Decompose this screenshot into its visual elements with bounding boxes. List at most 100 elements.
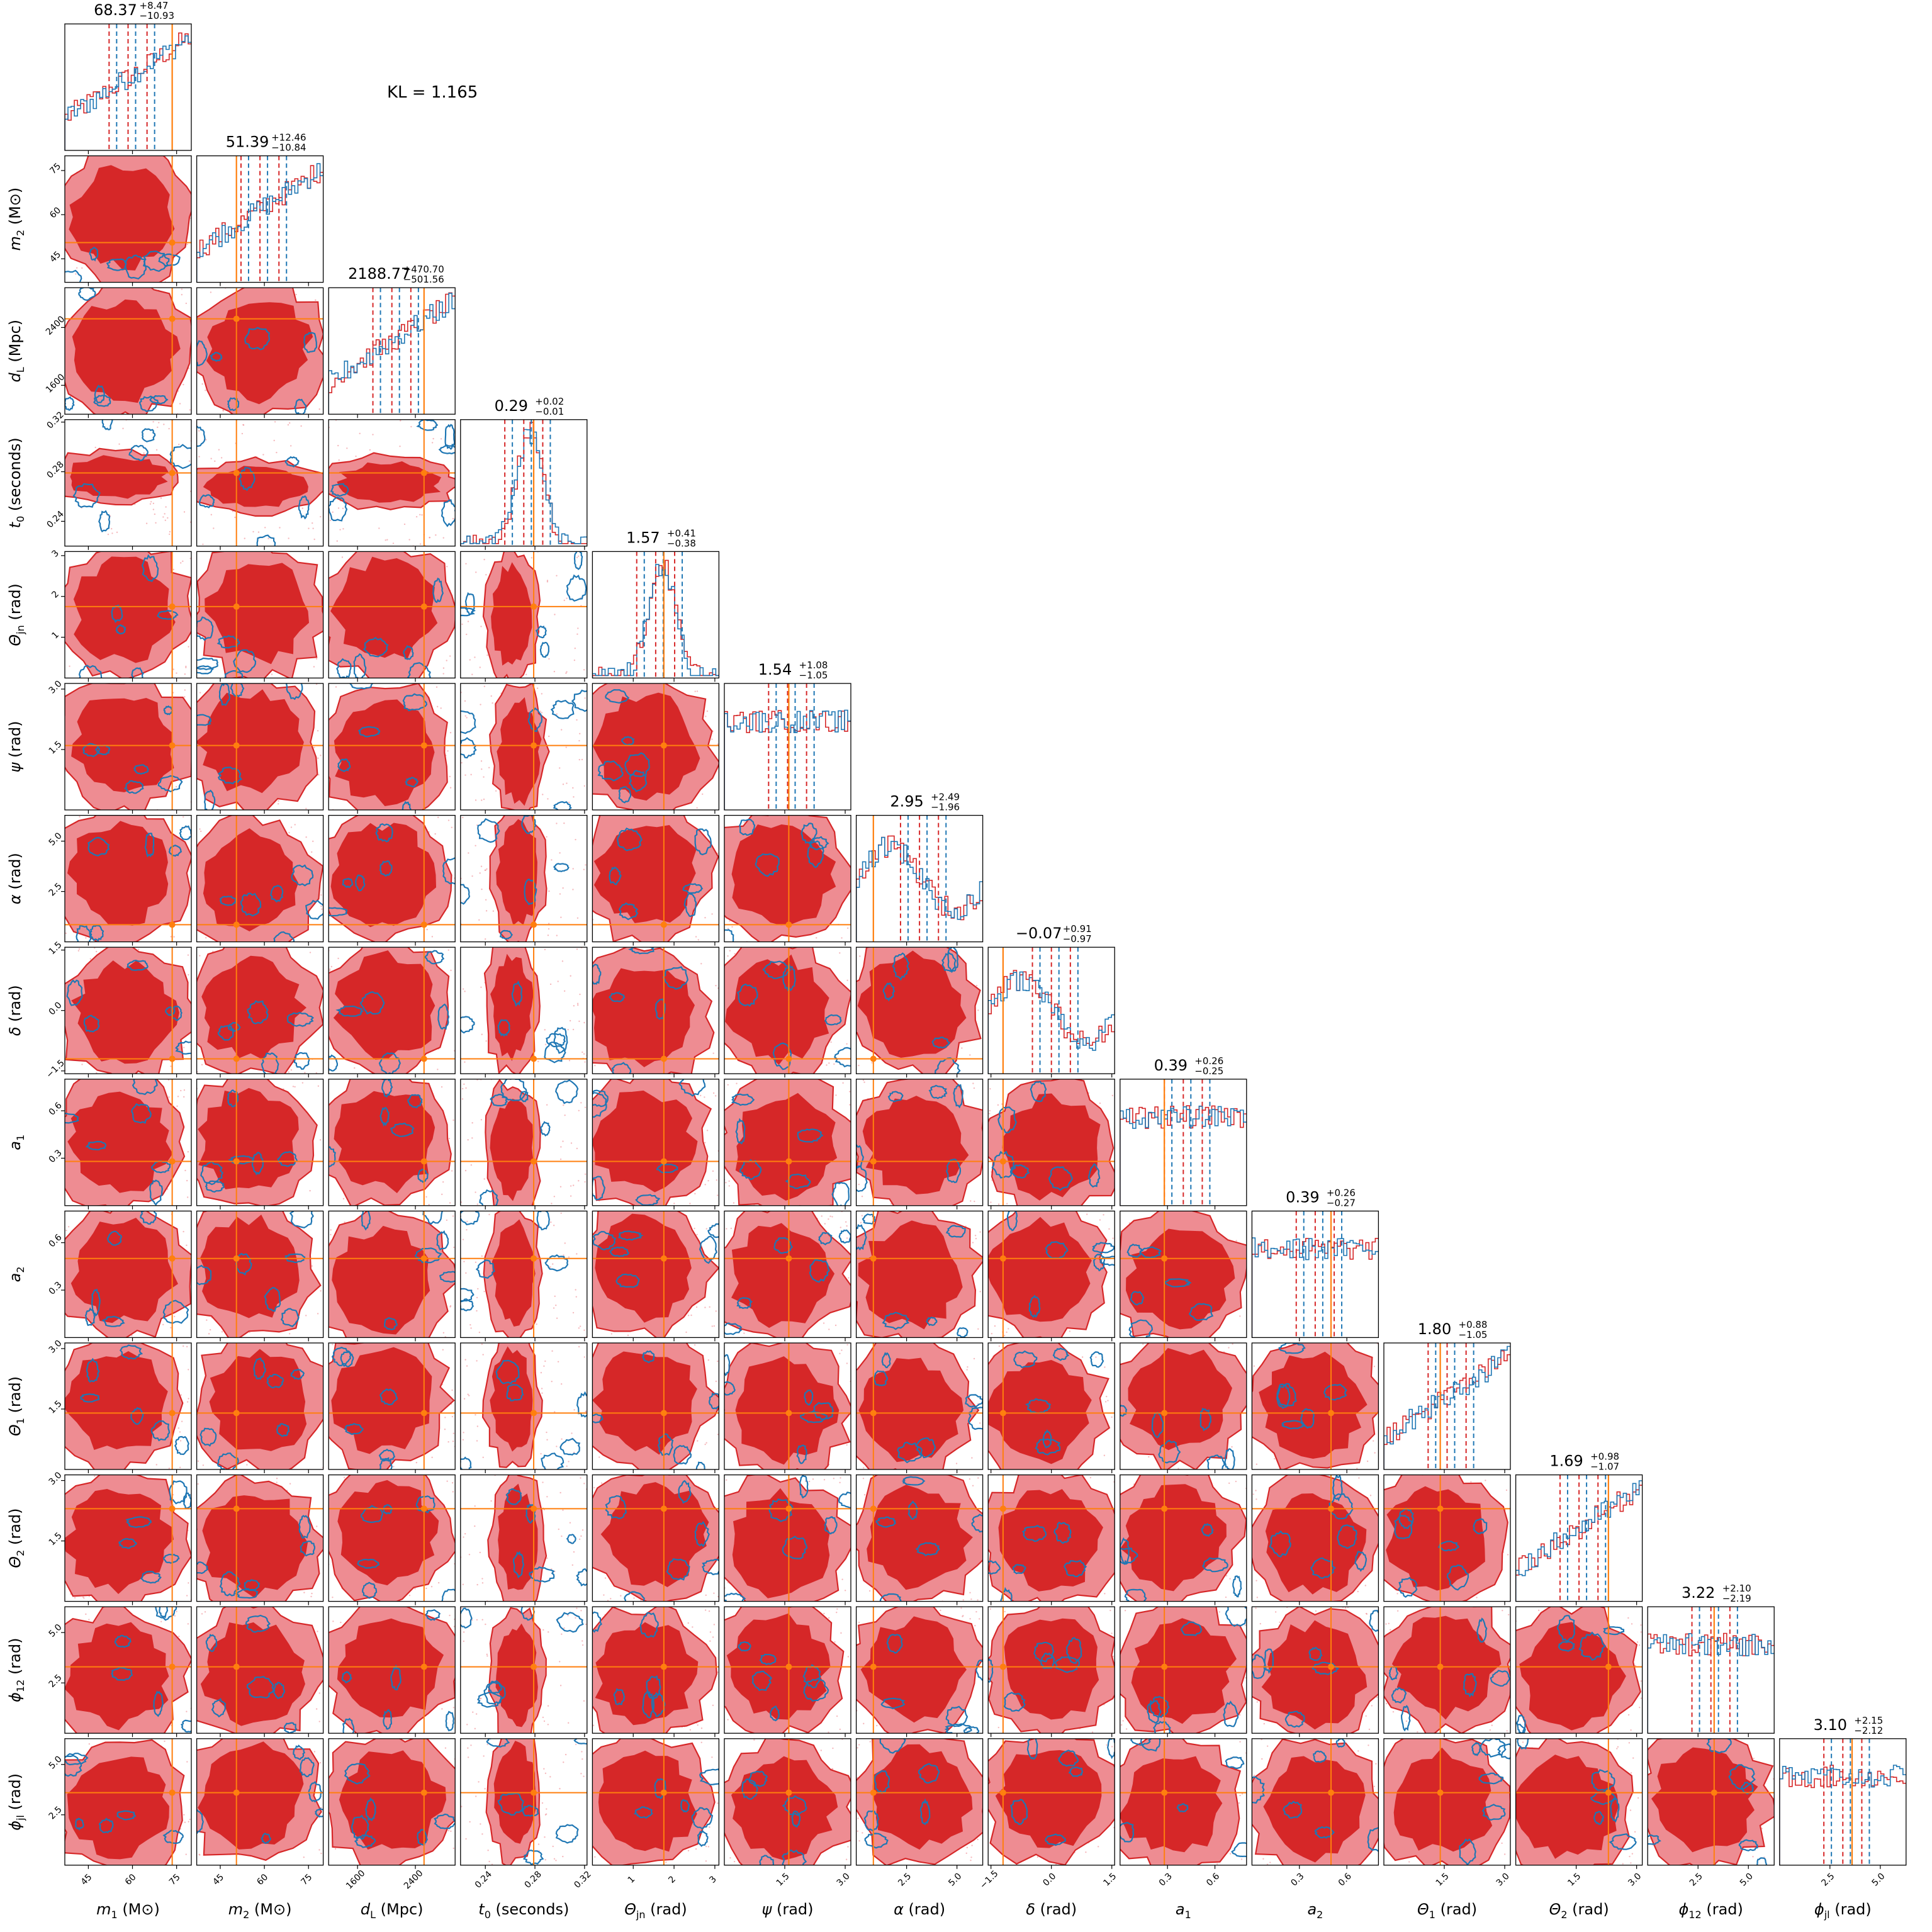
sample-point	[969, 1592, 971, 1594]
contour-panel-8-10	[1120, 1342, 1247, 1473]
sample-point	[486, 868, 488, 870]
stat-title: 1.57	[626, 529, 660, 546]
sample-point	[188, 1369, 189, 1371]
sample-point	[846, 1043, 848, 1045]
histogram-panel-8: 0.39 +0.26−0.25	[1120, 1055, 1247, 1210]
sample-point	[476, 1440, 478, 1442]
sample-point	[974, 1200, 975, 1203]
sample-point	[573, 1409, 575, 1411]
sample-point	[273, 439, 275, 442]
contour-panel-1-5	[196, 683, 324, 814]
sample-point	[694, 1344, 696, 1346]
sample-point	[551, 1380, 553, 1383]
panel-frame	[64, 419, 192, 547]
contour-inner	[72, 299, 181, 403]
contour-blue	[414, 1247, 442, 1264]
contour-blue	[224, 670, 244, 678]
sample-point	[446, 1219, 448, 1222]
contour-blue	[506, 1384, 524, 1401]
panel-frame	[855, 1079, 984, 1206]
sample-point	[428, 1203, 430, 1206]
sample-point	[466, 1365, 468, 1367]
sample-point	[704, 1184, 706, 1186]
sample-point	[385, 539, 386, 541]
contour-inner	[65, 1488, 174, 1595]
sample-point	[469, 1324, 471, 1326]
sample-point	[549, 1266, 551, 1268]
sample-point	[540, 1452, 542, 1455]
y-tick-label: 3.0	[47, 1470, 64, 1487]
contour-blue	[91, 1288, 101, 1317]
sample-point	[481, 768, 483, 770]
sample-point	[75, 273, 77, 275]
contour-panel-2-11	[328, 1474, 456, 1605]
sample-point	[65, 1230, 67, 1232]
sample-point	[174, 1315, 176, 1318]
contour-panel-6-10	[855, 1342, 984, 1473]
panel-frame	[328, 551, 456, 679]
sample-point	[704, 1443, 706, 1446]
sample-point	[1003, 1334, 1006, 1337]
sample-point	[569, 1019, 571, 1022]
sample-point	[431, 1456, 433, 1459]
contour-blue	[285, 683, 303, 700]
sample-point	[562, 887, 564, 889]
contour-blue	[94, 385, 105, 403]
sample-point	[561, 960, 564, 962]
contour-blue	[499, 929, 514, 940]
sample-point	[972, 1485, 974, 1487]
sample-point	[725, 1182, 727, 1184]
contour-panel-7-11	[987, 1474, 1115, 1605]
contour-blue	[807, 840, 824, 868]
sample-point	[342, 507, 344, 510]
y-tick-label: 0.3	[47, 1148, 64, 1165]
truth-marker	[169, 1255, 176, 1262]
sample-point	[122, 427, 124, 430]
sample-point	[846, 927, 849, 929]
sample-point	[451, 1482, 454, 1484]
contour-blue	[329, 907, 348, 917]
contour-blue	[460, 1016, 475, 1034]
contour-blue	[971, 1514, 983, 1533]
contour-blue	[1013, 1350, 1038, 1369]
contour-blue	[796, 1444, 808, 1464]
sample-point	[704, 917, 706, 919]
sample-point	[574, 647, 576, 649]
sample-point	[730, 1227, 733, 1230]
sample-point	[480, 865, 483, 867]
contour-blue	[566, 1534, 576, 1544]
truth-marker	[531, 1158, 537, 1165]
sample-point	[1104, 1401, 1107, 1403]
contour-panel-0-5: 1.53.0	[47, 679, 192, 814]
contour-blue	[233, 649, 257, 673]
contour-inner	[198, 1087, 299, 1189]
contour-blue	[511, 980, 523, 1007]
sample-point	[342, 1198, 345, 1200]
sample-point	[554, 1295, 556, 1297]
sample-point	[442, 1332, 445, 1334]
contour-blue	[724, 1322, 743, 1335]
sample-point	[205, 390, 206, 391]
sample-point	[183, 1089, 186, 1091]
sample-point	[471, 1137, 473, 1139]
truth-marker	[169, 1055, 176, 1062]
contour-inner	[201, 955, 306, 1060]
sample-point	[332, 511, 334, 514]
panel-frame	[724, 1474, 851, 1602]
sample-point	[300, 425, 302, 427]
truth-marker	[999, 1410, 1006, 1417]
sample-point	[570, 975, 571, 977]
contour-blue	[709, 1392, 719, 1410]
sample-point	[155, 1464, 157, 1466]
sample-point	[573, 1005, 575, 1007]
sample-point	[295, 293, 297, 296]
sample-point	[199, 955, 201, 957]
sample-point	[544, 948, 546, 951]
sample-point	[694, 1227, 695, 1230]
contour-blue	[477, 817, 500, 843]
truth-marker	[531, 742, 537, 749]
contour-blue	[475, 1259, 495, 1279]
sample-point	[1374, 1452, 1376, 1454]
contour-blue	[656, 1164, 678, 1174]
sample-point	[452, 1432, 455, 1434]
